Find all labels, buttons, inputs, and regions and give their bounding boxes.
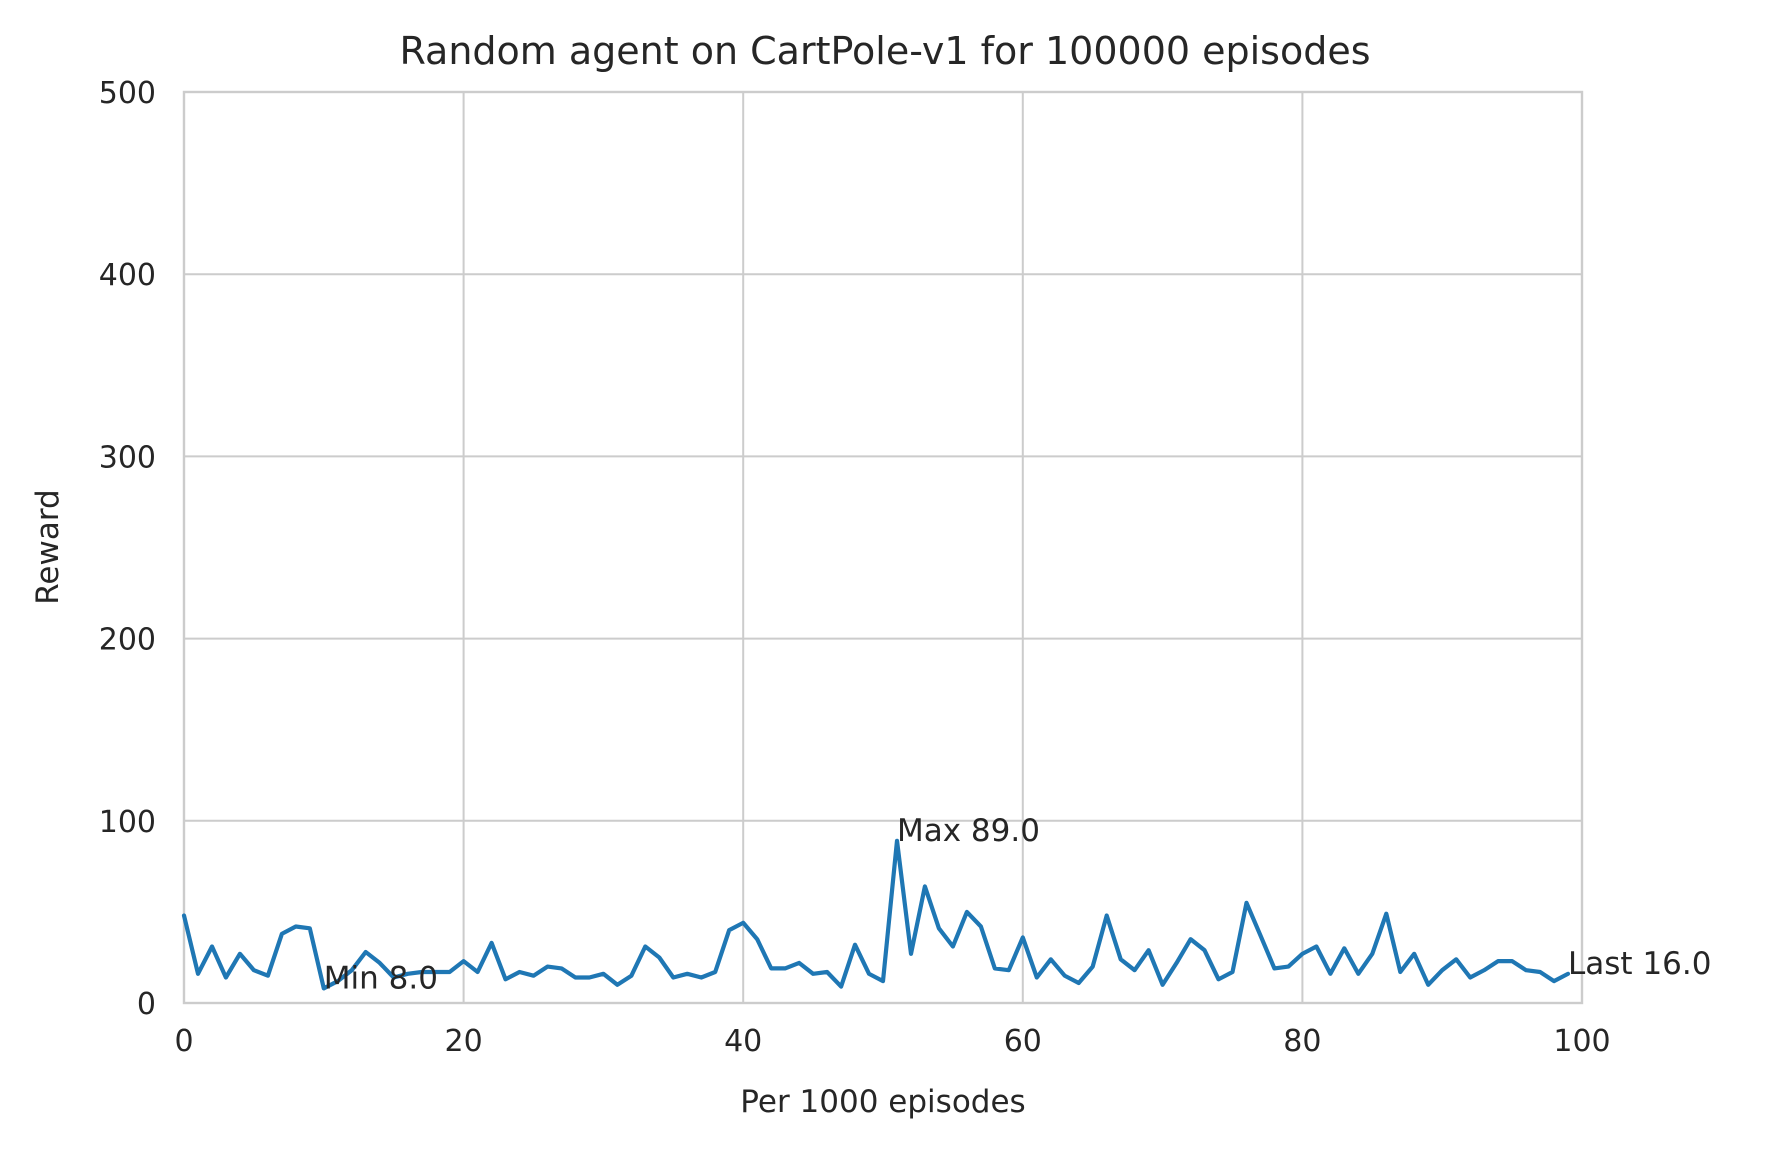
annotation-label: Min 8.0 xyxy=(324,960,438,996)
chart-title: Random agent on CartPole-v1 for 100000 e… xyxy=(399,29,1370,73)
grid-lines xyxy=(183,91,1583,1004)
y-tick-label: 100 xyxy=(99,805,156,840)
y-tick-label: 400 xyxy=(99,258,156,293)
annotation-label: Max 89.0 xyxy=(897,813,1040,849)
x-tick-label: 20 xyxy=(445,1024,483,1059)
annotation-label: Last 16.0 xyxy=(1568,946,1711,982)
y-tick-label: 0 xyxy=(137,987,156,1022)
x-axis-label: Per 1000 episodes xyxy=(740,1084,1025,1120)
series-layer xyxy=(181,838,1571,991)
series-line xyxy=(181,838,1571,991)
y-axis-ticks: 0 100 200 300 400 500 xyxy=(99,76,156,1022)
y-tick-label: 500 xyxy=(99,76,156,111)
x-axis-ticks: 0 20 40 60 80 100 xyxy=(174,1024,1610,1059)
plot-frame xyxy=(182,90,1584,1005)
x-tick-label: 0 xyxy=(174,1024,193,1059)
y-tick-label: 200 xyxy=(99,623,156,658)
y-tick-label: 300 xyxy=(99,440,156,475)
x-tick-label: 40 xyxy=(724,1024,762,1059)
x-tick-label: 100 xyxy=(1553,1024,1610,1059)
y-axis-label: Reward xyxy=(30,489,66,604)
annotations: Max 89.0 Min 8.0 Last 16.0 xyxy=(324,813,1712,997)
x-tick-label: 60 xyxy=(1004,1024,1042,1059)
x-tick-label: 80 xyxy=(1283,1024,1321,1059)
